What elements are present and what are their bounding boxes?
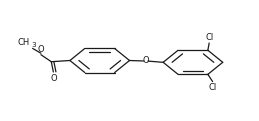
Text: 3: 3 — [32, 42, 37, 48]
Text: Cl: Cl — [209, 83, 217, 92]
Text: O: O — [143, 56, 149, 65]
Text: O: O — [50, 74, 57, 83]
Text: O: O — [37, 45, 44, 54]
Text: Cl: Cl — [205, 33, 213, 42]
Text: CH: CH — [17, 38, 30, 47]
